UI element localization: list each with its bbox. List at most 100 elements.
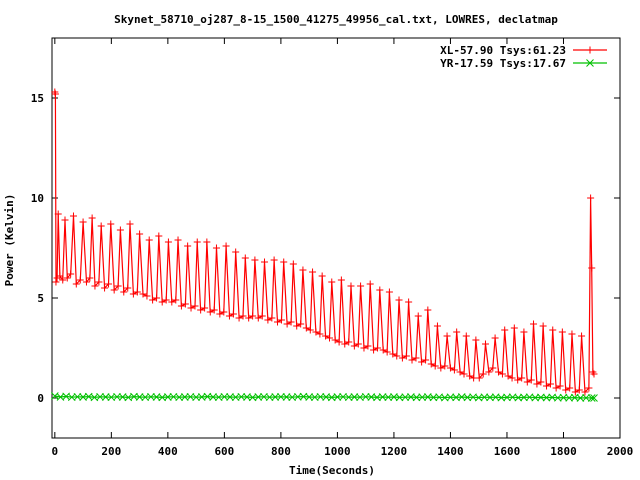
- data-point: [172, 296, 180, 304]
- data-point: [254, 314, 262, 322]
- x-axis: 0 200 400 600 800 1000 1200 1400 1600 1800 2000: [52, 38, 634, 458]
- data-point: [553, 393, 562, 402]
- data-point: [143, 292, 151, 300]
- data-point: [568, 330, 576, 338]
- data-point: [341, 340, 349, 348]
- data-point: [51, 90, 59, 98]
- data-point: [418, 393, 427, 402]
- y-axis-label: Power (Kelvin): [3, 194, 16, 287]
- data-point: [395, 393, 404, 402]
- data-point: [114, 282, 122, 290]
- data-point: [226, 393, 234, 401]
- data-point: [271, 393, 280, 401]
- data-point: [126, 220, 134, 228]
- data-point: [96, 392, 104, 401]
- data-point: [232, 248, 240, 256]
- data-point: [331, 336, 339, 344]
- data-point: [147, 392, 155, 401]
- data-point: [384, 393, 393, 402]
- data-point: [587, 394, 596, 402]
- data-point: [69, 212, 77, 220]
- data-point: [402, 352, 410, 360]
- data-point: [347, 282, 355, 290]
- data-point: [479, 370, 487, 378]
- legend-marker: [586, 46, 594, 54]
- data-point: [97, 222, 105, 230]
- data-point: [345, 338, 353, 346]
- data-point: [523, 378, 531, 386]
- series-xl: [51, 88, 598, 396]
- data-point: [504, 372, 512, 380]
- data-point: [139, 290, 147, 298]
- data-point: [302, 324, 310, 332]
- data-point: [350, 342, 358, 350]
- data-point: [520, 393, 528, 402]
- data-point: [54, 210, 62, 218]
- data-point: [192, 393, 200, 402]
- x-tick-label: 1400: [437, 445, 464, 458]
- data-point: [124, 284, 132, 292]
- y-tick-label: 10: [31, 192, 44, 205]
- data-point: [251, 256, 259, 264]
- data-point: [378, 393, 387, 401]
- data-point: [546, 380, 554, 388]
- data-point: [497, 393, 506, 402]
- data-point: [110, 286, 118, 294]
- data-point: [280, 258, 288, 266]
- data-point: [270, 256, 278, 264]
- data-point: [503, 393, 511, 402]
- data-point: [576, 394, 585, 402]
- x-tick-label: 800: [271, 445, 291, 458]
- legend-marker: [586, 59, 594, 67]
- data-point: [59, 276, 67, 284]
- data-point: [364, 342, 372, 350]
- y-tick-label: 5: [37, 292, 44, 305]
- data-point: [101, 393, 110, 401]
- data-point: [370, 346, 378, 354]
- data-point: [508, 374, 516, 382]
- data-point: [289, 260, 297, 268]
- data-point: [485, 368, 493, 376]
- data-point: [72, 280, 80, 288]
- data-point: [537, 378, 545, 386]
- data-point: [120, 288, 128, 296]
- data-point: [481, 340, 489, 348]
- data-point: [357, 282, 365, 290]
- x-tick-label: 0: [52, 445, 59, 458]
- data-point: [585, 384, 593, 392]
- x-tick-label: 1600: [494, 445, 521, 458]
- data-point: [237, 392, 246, 401]
- x-tick-label: 400: [158, 445, 178, 458]
- data-point: [472, 336, 480, 344]
- data-point: [531, 393, 540, 402]
- data-point: [565, 393, 573, 402]
- data-point: [254, 393, 263, 401]
- data-point: [322, 332, 330, 340]
- data-point: [164, 393, 172, 401]
- data-point: [590, 394, 598, 402]
- data-point: [549, 326, 557, 334]
- data-point: [191, 302, 199, 310]
- x-tick-label: 2000: [607, 445, 634, 458]
- data-point: [337, 276, 345, 284]
- data-point: [264, 316, 272, 324]
- series-yr: [50, 392, 598, 402]
- data-point: [412, 393, 421, 402]
- data-point: [153, 294, 161, 302]
- data-point: [287, 318, 295, 326]
- data-point: [558, 328, 566, 336]
- data-point: [379, 346, 387, 354]
- data-point: [414, 312, 422, 320]
- data-point: [456, 368, 464, 376]
- data-point: [225, 312, 233, 320]
- data-point: [101, 284, 109, 292]
- data-point: [206, 308, 214, 316]
- data-point: [393, 352, 401, 360]
- x-tick-label: 200: [101, 445, 121, 458]
- x-tick-label: 1000: [324, 445, 351, 458]
- data-point: [222, 242, 230, 250]
- data-point: [210, 306, 218, 314]
- data-point: [575, 386, 583, 394]
- data-point: [385, 288, 393, 296]
